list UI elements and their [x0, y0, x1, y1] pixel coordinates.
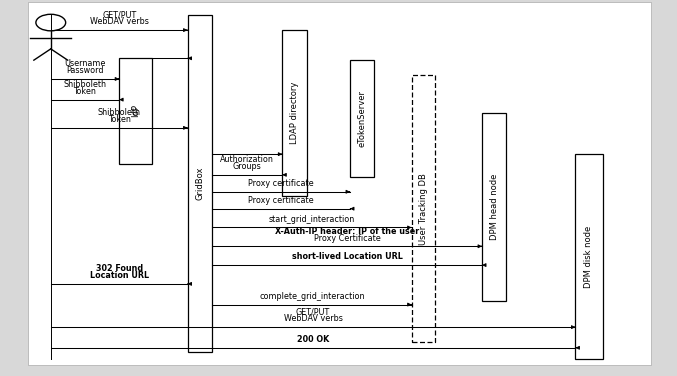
Text: Authorization: Authorization: [220, 155, 274, 164]
Text: start_grid_interaction: start_grid_interaction: [269, 215, 355, 224]
Bar: [282, 30, 307, 196]
Text: 200 OK: 200 OK: [297, 335, 329, 344]
Bar: [482, 113, 506, 301]
Text: GridBox: GridBox: [195, 167, 204, 200]
Text: Proxy certificate: Proxy certificate: [248, 196, 313, 205]
Text: GET/PUT: GET/PUT: [102, 11, 136, 20]
Text: Groups: Groups: [233, 162, 261, 171]
Text: Proxy certificate: Proxy certificate: [248, 179, 313, 188]
Text: 302 Found: 302 Found: [95, 264, 143, 273]
Text: Shibboleth: Shibboleth: [64, 80, 106, 89]
Bar: [350, 60, 374, 177]
Text: Location URL: Location URL: [89, 271, 149, 280]
Text: X-Auth-IP header: IP of the user: X-Auth-IP header: IP of the user: [275, 227, 419, 236]
Text: eTokenServer: eTokenServer: [357, 90, 367, 147]
Text: complete_grid_interaction: complete_grid_interaction: [259, 292, 364, 301]
Text: Proxy Certificate: Proxy Certificate: [313, 233, 380, 243]
Text: IdP: IdP: [131, 105, 140, 117]
Text: Shibboleth: Shibboleth: [97, 108, 141, 117]
Text: Username: Username: [64, 59, 106, 68]
Bar: [188, 15, 212, 352]
Text: Token: Token: [108, 115, 131, 124]
Text: User Tracking DB: User Tracking DB: [418, 173, 428, 245]
Bar: [119, 58, 152, 164]
Text: Token: Token: [74, 87, 96, 96]
Text: DPM head node: DPM head node: [489, 174, 499, 240]
Text: LDAP directory: LDAP directory: [290, 82, 299, 144]
Text: WebDAV verbs: WebDAV verbs: [90, 17, 148, 26]
Text: WebDAV verbs: WebDAV verbs: [284, 314, 343, 323]
Text: GET/PUT: GET/PUT: [296, 308, 330, 317]
Bar: [412, 75, 435, 342]
Text: Password: Password: [66, 66, 104, 75]
Bar: [575, 154, 603, 359]
Text: DPM disk node: DPM disk node: [584, 226, 594, 288]
Text: short-lived Location URL: short-lived Location URL: [292, 252, 402, 261]
